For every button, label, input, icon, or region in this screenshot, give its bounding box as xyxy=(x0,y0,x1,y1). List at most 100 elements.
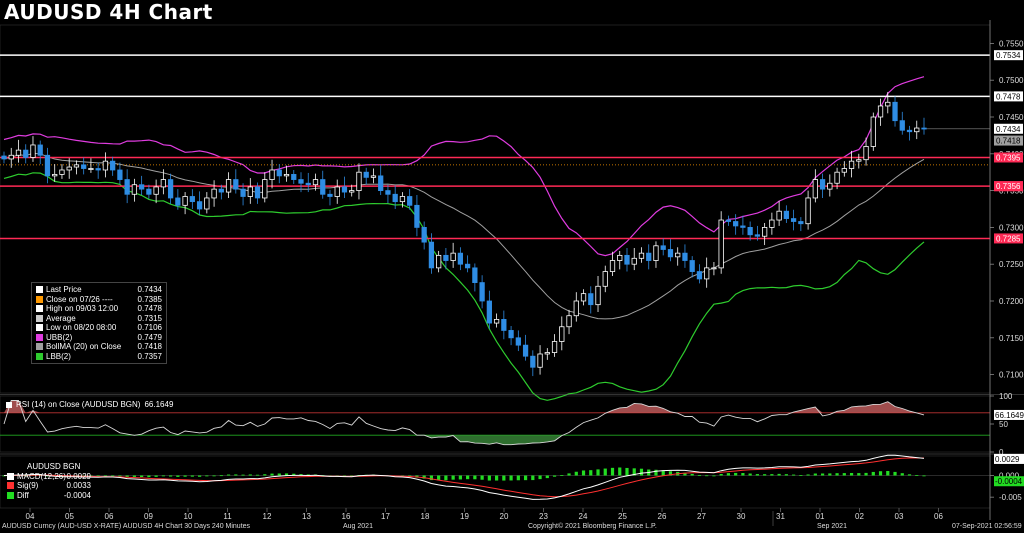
candle-body xyxy=(131,184,138,195)
legend-label: UBB(2) xyxy=(46,332,73,342)
macd-diff-bar xyxy=(668,471,673,476)
macd-diff-bar xyxy=(560,475,564,476)
candle-body xyxy=(291,174,297,180)
macd-tag xyxy=(994,476,1024,487)
macd-diff-bar xyxy=(661,470,665,476)
bollinger-bands xyxy=(3,76,925,401)
candle-body xyxy=(254,186,261,199)
candle-body xyxy=(247,186,253,197)
candle-body xyxy=(95,168,101,171)
candle-body xyxy=(617,254,623,261)
macd-diff-bar xyxy=(219,475,223,477)
lbb-icon xyxy=(36,352,43,360)
rsi-tick-label: 100 xyxy=(999,392,1013,401)
price-tick-label: 0.7200 xyxy=(999,297,1024,306)
macd-diff-bar xyxy=(226,474,231,476)
candle-body xyxy=(827,182,833,190)
macd-diff-bar xyxy=(726,473,731,476)
candle-body xyxy=(580,293,587,302)
macd-diff-bar xyxy=(654,469,658,476)
x-tick-label: 01 xyxy=(816,512,825,521)
close-icon xyxy=(36,295,43,303)
macd-diff-bar xyxy=(538,475,542,480)
legend-value: 0.7434 xyxy=(137,285,162,294)
candle-body xyxy=(841,168,847,173)
macd-diff-bar xyxy=(741,473,745,476)
candle-body xyxy=(819,179,826,190)
macd-legend-value: 0.0029 xyxy=(66,471,91,481)
macd-diff-bar xyxy=(900,473,904,476)
macd-diff-bar xyxy=(270,473,274,476)
macd-diff-bar xyxy=(480,475,484,480)
legend-label: BollMA (20) on Close xyxy=(46,342,122,351)
candle-body xyxy=(146,188,152,195)
macd-diff-bar xyxy=(118,475,122,477)
candle-body xyxy=(52,174,58,177)
candle-body xyxy=(631,257,637,265)
macd-diff-bar xyxy=(277,473,281,476)
candle-body xyxy=(776,210,782,221)
macd-diff-bar xyxy=(509,475,513,481)
macd-diff-bar xyxy=(835,473,839,476)
rsi-oversold-fill xyxy=(4,435,924,445)
legend-row-high: High on 09/03 12:00 0.7478 xyxy=(36,304,162,314)
macd-diff-bar xyxy=(574,471,578,476)
x-tick-label: 04 xyxy=(26,512,35,521)
macd-diff-bar xyxy=(494,475,499,481)
macd-legend-header: AUDUSD BGN xyxy=(27,462,81,471)
candle-body xyxy=(812,179,818,199)
candle-body xyxy=(88,168,94,170)
candle-body xyxy=(385,190,391,195)
candle-body xyxy=(262,179,268,199)
x-tick-label: 10 xyxy=(184,512,193,521)
candle-body xyxy=(696,271,703,280)
macd-diff-bar xyxy=(531,475,535,481)
candle-body xyxy=(609,260,616,272)
macd-panel xyxy=(0,454,990,500)
x-tick-label: 09 xyxy=(144,512,153,521)
price-tick-label: 0.7300 xyxy=(999,223,1024,232)
x-tick-label: 18 xyxy=(421,512,430,521)
macd-diff-bar xyxy=(792,474,796,476)
chart-title: AUDUSD 4H Chart xyxy=(4,0,213,24)
candle-body xyxy=(349,190,355,193)
candle-body xyxy=(682,252,688,261)
macd-legend-value: 0.0033 xyxy=(66,481,91,490)
x-tick-label: 30 xyxy=(737,512,746,521)
x-tick-label: 25 xyxy=(618,512,627,521)
candle-body xyxy=(479,282,485,302)
macd-diff-bar xyxy=(748,473,752,476)
candle-body xyxy=(160,179,166,188)
macd-diff-bar xyxy=(212,475,216,477)
candle-body xyxy=(856,159,862,162)
candle-body xyxy=(798,221,804,225)
legend-value: 0.7418 xyxy=(137,342,162,351)
macd-diff-bar xyxy=(632,468,636,476)
month-label: Aug 2021 xyxy=(343,523,373,530)
macd-diff-bar xyxy=(712,475,716,477)
horizontal-levels xyxy=(0,54,990,240)
x-tick-label: 05 xyxy=(65,512,74,521)
macd-legend-value: -0.0004 xyxy=(63,490,91,500)
macd-diff-bar xyxy=(864,472,868,476)
series-swatch-icon xyxy=(7,472,14,480)
candle-body xyxy=(515,337,521,346)
candle-body xyxy=(363,171,369,178)
macd-diff-bar xyxy=(567,473,571,476)
candle-body xyxy=(81,164,87,169)
candle-body xyxy=(501,318,507,331)
macd-tag xyxy=(994,453,1024,464)
x-tick-label: 31 xyxy=(776,512,785,521)
candlesticks xyxy=(1,91,927,377)
price-tag-label: 0.7356 xyxy=(996,182,1021,191)
candle-body xyxy=(233,179,239,190)
macd-legend-row: MACD(12,26) 0.0029 xyxy=(7,472,91,482)
candle-body xyxy=(762,226,768,237)
candle-body xyxy=(204,197,210,210)
candle-body xyxy=(921,127,927,130)
macd-diff-bar xyxy=(154,475,158,477)
candle-body xyxy=(392,193,398,203)
x-tick-label: 23 xyxy=(539,512,548,521)
candle-body xyxy=(1,155,7,160)
last-price-icon xyxy=(36,286,43,294)
